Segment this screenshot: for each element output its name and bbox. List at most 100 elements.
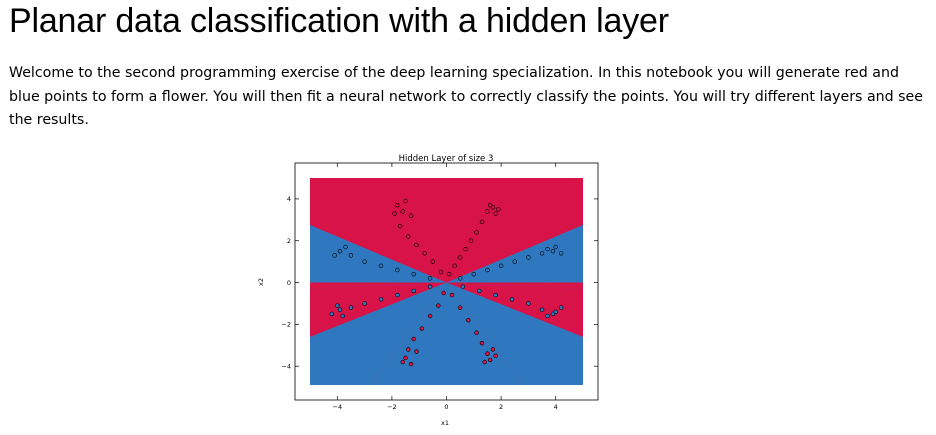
data-point-blue	[471, 271, 477, 277]
data-point-red	[474, 330, 479, 335]
data-point-blue	[558, 251, 564, 256]
data-point-red	[490, 205, 496, 210]
data-point-blue	[395, 292, 400, 298]
data-point-blue	[493, 292, 498, 298]
data-point-red	[485, 351, 490, 356]
data-point-red	[436, 303, 441, 308]
notebook-title: Planar data classification with a hidden…	[9, 2, 669, 40]
data-point-blue	[337, 248, 343, 254]
region-blue-upper-left	[310, 225, 447, 283]
data-point-blue	[553, 244, 558, 250]
y-tick-label: −2	[281, 321, 291, 329]
data-point-blue	[545, 313, 550, 319]
data-point-red	[403, 198, 408, 204]
data-point-blue	[550, 248, 556, 254]
data-point-blue	[329, 311, 335, 317]
data-point-red	[485, 209, 490, 214]
data-point-red	[414, 349, 419, 354]
region-red-lower-left	[310, 282, 447, 337]
x-tick-label: 2	[499, 403, 503, 411]
data-point-red	[408, 213, 414, 218]
data-point-red	[406, 347, 411, 352]
chart-title: Hidden Layer of size 3	[399, 154, 494, 164]
x-tick-label: 4	[554, 403, 558, 411]
data-point-blue	[558, 305, 564, 310]
data-point-red	[430, 259, 436, 264]
region-blue-upper-right	[446, 225, 583, 283]
data-point-blue	[348, 253, 354, 258]
data-point-blue	[509, 297, 515, 302]
data-point-red	[441, 290, 446, 296]
data-point-red	[479, 340, 485, 346]
data-point-red	[468, 238, 474, 243]
data-point-red	[449, 292, 455, 298]
region-blue-lower-center	[370, 282, 523, 385]
data-point-red	[392, 211, 397, 216]
x-tick-label: −4	[333, 403, 343, 411]
data-point-blue	[332, 253, 337, 258]
data-point-blue	[498, 263, 504, 269]
data-point-red	[457, 305, 463, 310]
y-axis-label: x2	[257, 278, 265, 286]
y-tick-label: 2	[287, 237, 291, 245]
y-tick-label: 0	[287, 279, 291, 287]
region-red-lower-right	[446, 282, 583, 337]
data-point-red	[419, 326, 425, 331]
data-point-red	[457, 255, 463, 260]
data-point-blue	[378, 297, 384, 302]
data-point-blue	[343, 244, 348, 250]
intro-paragraph: Welcome to the second programming exerci…	[9, 65, 924, 128]
data-point-blue	[340, 313, 345, 319]
x-tick-label: 0	[444, 403, 448, 411]
data-point-red	[463, 246, 468, 252]
data-point-blue	[545, 246, 550, 252]
data-point-blue	[337, 307, 343, 312]
data-point-red	[414, 242, 419, 248]
data-point-blue	[485, 267, 490, 273]
data-point-blue	[512, 259, 517, 264]
data-point-red	[397, 223, 403, 229]
data-point-blue	[526, 301, 531, 306]
data-point-blue	[395, 267, 400, 273]
data-point-blue	[411, 271, 416, 277]
data-point-red	[452, 263, 457, 269]
data-point-blue	[348, 305, 354, 310]
data-point-red	[482, 359, 487, 365]
data-point-red	[496, 207, 501, 212]
data-point-red	[408, 361, 414, 367]
data-point-red	[438, 269, 444, 275]
data-point-blue	[553, 309, 558, 315]
data-point-red	[406, 234, 411, 239]
data-point-red	[479, 219, 485, 225]
data-point-red	[422, 251, 427, 256]
data-point-blue	[411, 288, 416, 294]
data-point-blue	[460, 284, 466, 289]
data-point-red	[447, 271, 452, 277]
data-point-red	[403, 355, 408, 361]
data-point-red	[493, 353, 498, 358]
data-point-blue	[362, 259, 367, 264]
x-tick-label: −2	[387, 403, 397, 411]
data-point-blue	[335, 303, 340, 308]
data-point-blue	[526, 255, 531, 260]
data-point-blue	[539, 251, 545, 256]
data-point-red	[493, 211, 498, 216]
decision-boundary-chart: −4 −2 0 2 4 4 2 0 −2 −4 Hidden Layer of size 3 x1…	[257, 154, 599, 427]
data-point-red	[400, 209, 406, 214]
data-point-blue	[477, 288, 482, 294]
data-point-blue	[427, 284, 433, 289]
data-point-blue	[457, 276, 463, 281]
y-tick-label: 4	[287, 195, 291, 203]
data-point-blue	[427, 276, 433, 281]
data-point-red	[466, 317, 471, 323]
data-point-blue	[539, 307, 545, 312]
data-point-red	[474, 230, 479, 235]
y-tick-label: −4	[281, 362, 291, 370]
data-point-blue	[378, 263, 384, 269]
data-point-red	[490, 347, 496, 352]
data-point-red	[427, 313, 433, 319]
data-point-red	[487, 357, 493, 363]
data-point-red	[400, 359, 406, 365]
data-point-red	[395, 202, 400, 208]
decision-boundary-figure: −4 −2 0 2 4 4 2 0 −2 −4 Hidden Layer of size 3 x1…	[245, 150, 605, 430]
